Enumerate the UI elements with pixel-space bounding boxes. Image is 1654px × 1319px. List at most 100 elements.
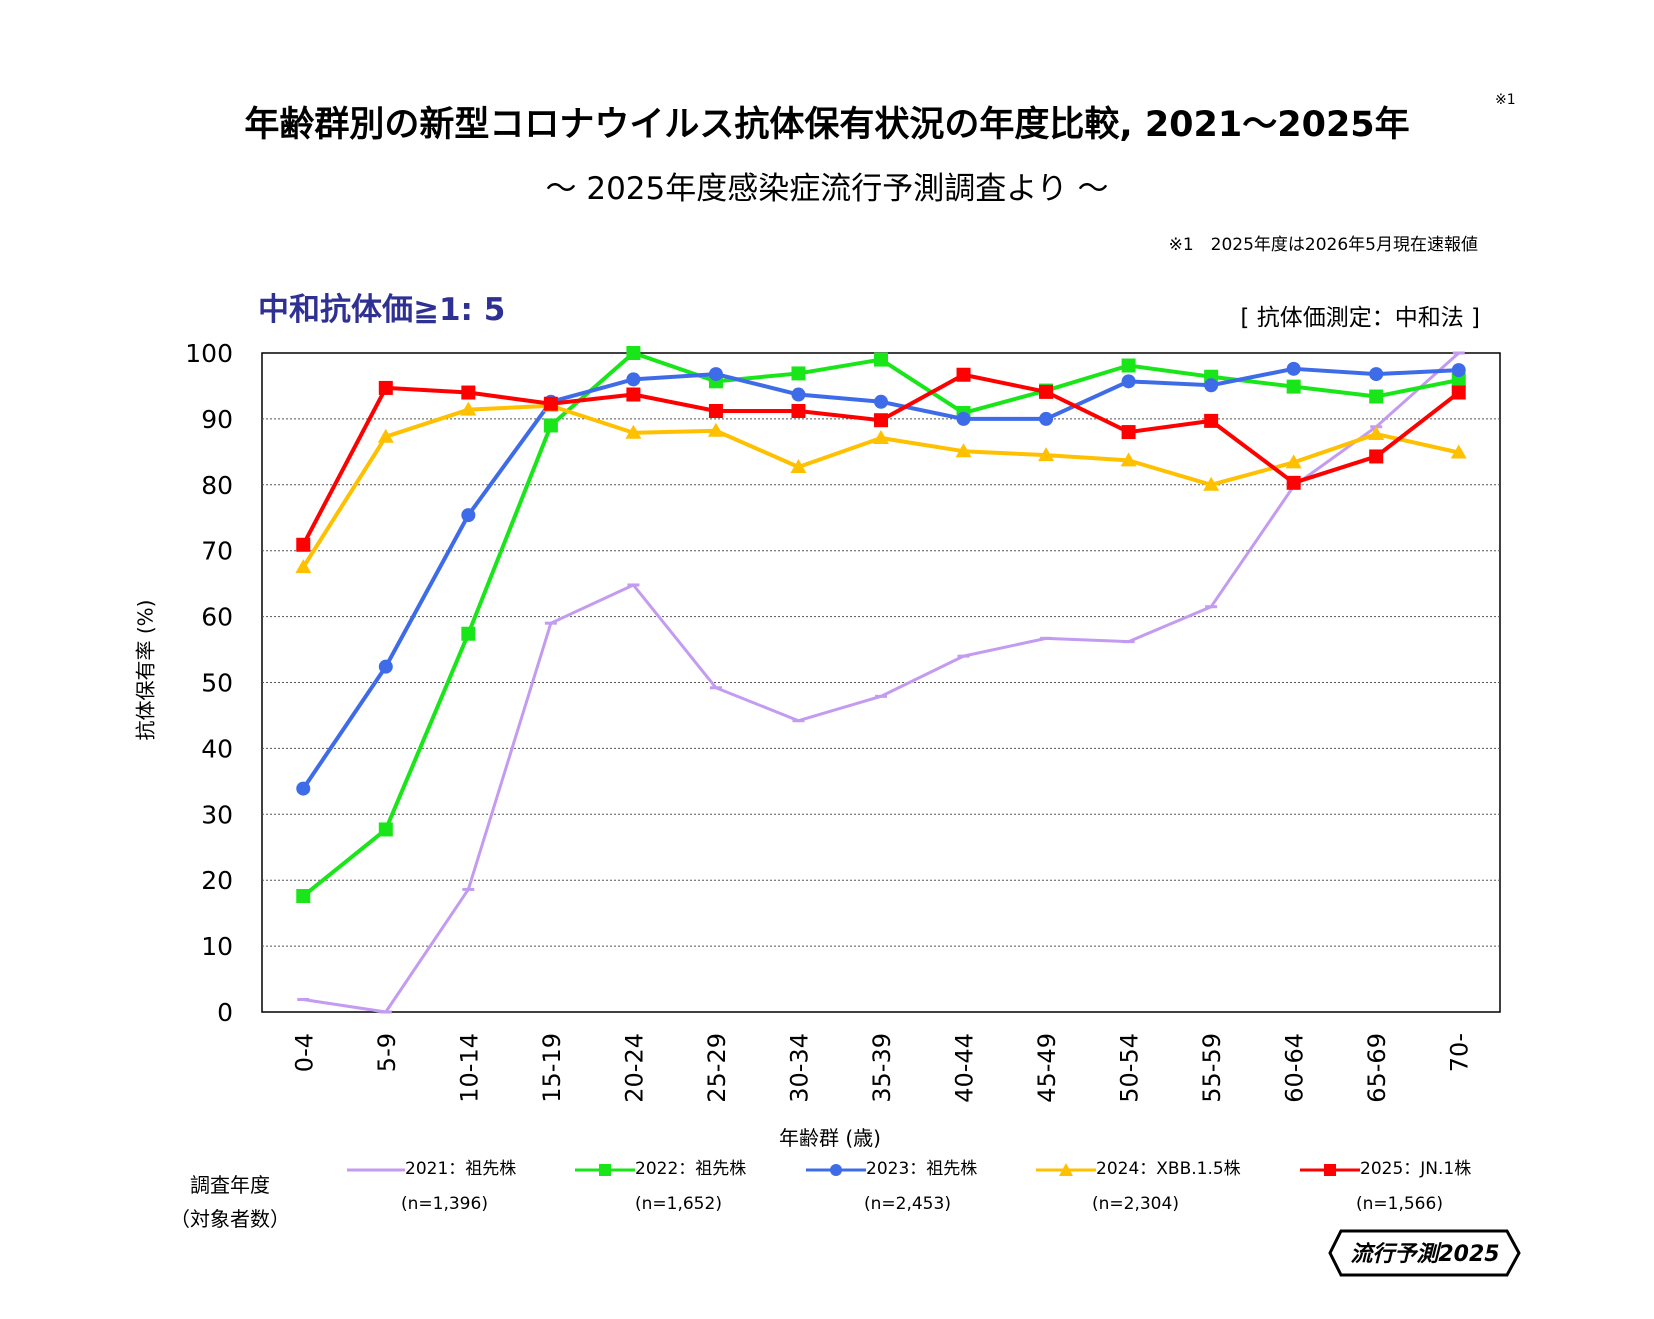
y-tick-label: 80 xyxy=(201,471,233,500)
legend-series-name: 2024：XBB.1.5株 xyxy=(1096,1159,1241,1179)
legend-title: 調査年度 （対象者数） xyxy=(170,1168,290,1236)
x-tick-label: 10-14 xyxy=(455,1033,483,1103)
data-point xyxy=(707,422,724,437)
data-point xyxy=(1369,389,1384,404)
data-point xyxy=(1450,444,1467,459)
x-tick-label: 35-39 xyxy=(868,1033,896,1103)
data-point xyxy=(708,403,723,418)
y-tick-label: 30 xyxy=(201,800,233,829)
y-tick-label: 40 xyxy=(201,734,233,763)
y-tick-label: 70 xyxy=(201,537,233,566)
x-tick-label: 15-19 xyxy=(538,1033,566,1103)
legend-series-name: 2021：祖先株 xyxy=(405,1159,517,1179)
data-point xyxy=(1451,363,1466,378)
x-tick-label: 45-49 xyxy=(1033,1033,1061,1103)
data-point xyxy=(1204,378,1219,393)
x-tick-label: 20-24 xyxy=(620,1033,648,1103)
data-point xyxy=(1285,454,1302,469)
legend-series-name: 2022：祖先株 xyxy=(635,1159,747,1179)
data-point xyxy=(461,626,476,641)
data-point xyxy=(625,424,642,439)
data-point xyxy=(626,346,641,360)
footnote: ※1 2025年度は2026年5月現在速報値 xyxy=(1168,235,1478,255)
legend-swatch-2024 xyxy=(1036,1163,1096,1176)
y-axis-label: 抗体保有率 (%) xyxy=(133,599,158,741)
x-tick-label: 50-54 xyxy=(1116,1033,1144,1103)
data-point xyxy=(626,372,641,387)
legend-swatch-2023 xyxy=(806,1164,866,1176)
data-point xyxy=(791,366,806,381)
data-point xyxy=(461,508,476,523)
legend-series-name: 2025：JN.1株 xyxy=(1360,1159,1472,1179)
data-point xyxy=(1286,379,1301,394)
data-point xyxy=(378,659,393,674)
data-point xyxy=(1369,449,1384,464)
data-point xyxy=(1368,426,1385,441)
data-point xyxy=(1286,361,1301,376)
y-tick-label: 0 xyxy=(217,998,233,1027)
legend-series-count: (n=2,453) xyxy=(864,1194,951,1214)
data-point xyxy=(626,387,641,402)
data-point xyxy=(378,380,393,395)
data-point xyxy=(708,367,723,382)
data-point xyxy=(874,413,888,428)
badge-outline xyxy=(1328,1229,1521,1277)
data-point xyxy=(543,418,558,433)
data-point xyxy=(296,889,311,904)
data-point xyxy=(1451,385,1466,400)
y-tick-label: 10 xyxy=(201,932,233,961)
y-tick-label: 60 xyxy=(201,603,233,632)
data-point xyxy=(1120,452,1137,467)
badge-text: 流行予測2025 xyxy=(1350,1242,1499,1267)
data-point xyxy=(1039,384,1054,399)
legend-swatch-2025 xyxy=(1300,1164,1360,1176)
data-point xyxy=(295,559,312,574)
x-tick-label: 25-29 xyxy=(703,1033,731,1103)
chart-subtitle: ～ 2025年度感染症流行予測調査より ～ xyxy=(545,171,1109,207)
x-tick-label: 40-44 xyxy=(951,1033,979,1103)
data-point xyxy=(461,385,476,400)
data-point xyxy=(956,367,971,382)
survey-badge: 流行予測2025 xyxy=(1328,1229,1521,1277)
panel-label: 中和抗体価≧1: 5 xyxy=(258,292,506,328)
data-point xyxy=(874,394,888,409)
data-point xyxy=(873,430,889,445)
x-tick-label: 65-69 xyxy=(1363,1033,1391,1103)
note-marker: ※1 xyxy=(1495,92,1516,108)
data-point xyxy=(1204,413,1219,428)
data-point xyxy=(296,537,311,552)
data-point xyxy=(1121,374,1136,389)
legend-title-year: 調査年度 xyxy=(190,1173,270,1197)
data-point xyxy=(791,403,806,418)
data-point xyxy=(1286,475,1301,490)
y-tick-label: 90 xyxy=(201,405,233,434)
legend-series-count: (n=2,304) xyxy=(1092,1194,1179,1214)
x-tick-label: 60-64 xyxy=(1281,1033,1309,1103)
x-axis-label: 年齢群 (歳) xyxy=(779,1126,881,1150)
data-point xyxy=(1121,425,1136,440)
legend-title-count: （対象者数） xyxy=(170,1207,290,1231)
data-point xyxy=(377,428,394,443)
data-point xyxy=(1039,411,1054,426)
data-point xyxy=(956,411,971,426)
x-tick-label: 55-59 xyxy=(1198,1033,1226,1103)
chart-title: 年齢群別の新型コロナウイルス抗体保有状況の年度比較, 2021～2025年 xyxy=(244,105,1410,145)
data-point xyxy=(460,401,477,416)
data-point xyxy=(543,396,558,411)
legend-series-count: (n=1,652) xyxy=(635,1194,722,1214)
data-point xyxy=(1203,476,1220,491)
method-label: [ 抗体価測定：中和法 ] xyxy=(1240,305,1480,331)
data-point xyxy=(1038,447,1055,462)
y-tick-label: 20 xyxy=(201,866,233,895)
legend-series-name: 2023：祖先株 xyxy=(866,1159,978,1179)
legend-swatch-2021 xyxy=(347,1168,405,1172)
legend-series-count: (n=1,566) xyxy=(1356,1194,1443,1214)
x-tick-label: 5-9 xyxy=(373,1033,401,1072)
data-point xyxy=(1369,367,1384,382)
x-tick-label: 30-34 xyxy=(785,1033,813,1103)
data-point xyxy=(874,352,888,367)
x-tick-label: 0-4 xyxy=(290,1033,318,1072)
data-point xyxy=(1451,373,1466,388)
data-point xyxy=(296,781,311,796)
